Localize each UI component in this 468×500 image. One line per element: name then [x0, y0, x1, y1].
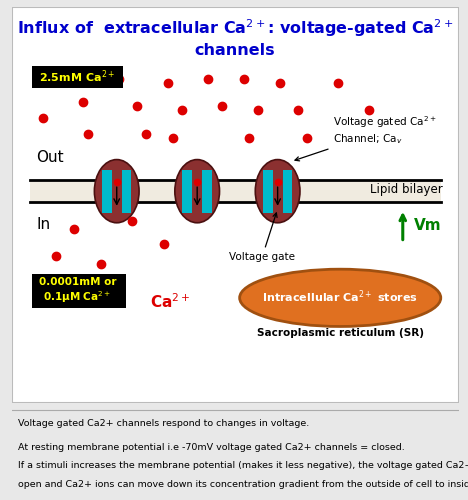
Text: Vm: Vm: [414, 218, 442, 233]
Text: Voltage gated Ca2+ channels respond to changes in voltage.: Voltage gated Ca2+ channels respond to c…: [18, 418, 310, 428]
Text: Sacroplasmic reticulum (SR): Sacroplasmic reticulum (SR): [257, 328, 424, 338]
Text: Out: Out: [37, 150, 64, 165]
Bar: [102, 170, 112, 212]
Ellipse shape: [240, 269, 441, 326]
FancyBboxPatch shape: [32, 274, 126, 308]
Bar: [122, 170, 132, 212]
Text: 2.5mM Ca$^{2+}$: 2.5mM Ca$^{2+}$: [38, 68, 115, 86]
FancyBboxPatch shape: [12, 8, 459, 402]
Bar: [29, 180, 441, 202]
Ellipse shape: [255, 160, 300, 223]
Text: Influx of  extracellular Ca$^{2+}$: voltage-gated Ca$^{2+}$
channels: Influx of extracellular Ca$^{2+}$: volta…: [17, 18, 453, 58]
Text: Voltage gated Ca$^{2+}$
Channel; Ca$_v$: Voltage gated Ca$^{2+}$ Channel; Ca$_v$: [295, 114, 437, 161]
Text: In: In: [37, 217, 51, 232]
Bar: [183, 170, 192, 212]
Text: Intracellular Ca$^{2+}$ stores: Intracellular Ca$^{2+}$ stores: [262, 288, 418, 305]
Text: Lipid bilayer: Lipid bilayer: [370, 182, 443, 196]
FancyBboxPatch shape: [32, 66, 124, 88]
Ellipse shape: [175, 160, 219, 223]
Text: If a stimuli increases the membrane potential (makes it less negative), the volt: If a stimuli increases the membrane pote…: [18, 461, 468, 470]
Text: Ca$^{2+}$: Ca$^{2+}$: [150, 292, 190, 311]
Ellipse shape: [95, 160, 139, 223]
Text: Voltage gate: Voltage gate: [229, 213, 295, 262]
Text: 0.0001mM or
0.1μM Ca$^{2+}$: 0.0001mM or 0.1μM Ca$^{2+}$: [38, 277, 116, 305]
Text: open and Ca2+ ions can move down its concentration gradient from the outside of : open and Ca2+ ions can move down its con…: [18, 480, 468, 488]
Bar: [202, 170, 212, 212]
Text: At resting membrane potential i.e -70mV voltage gated Ca2+ channels = closed.: At resting membrane potential i.e -70mV …: [18, 442, 405, 452]
Bar: [283, 170, 292, 212]
Bar: [263, 170, 273, 212]
